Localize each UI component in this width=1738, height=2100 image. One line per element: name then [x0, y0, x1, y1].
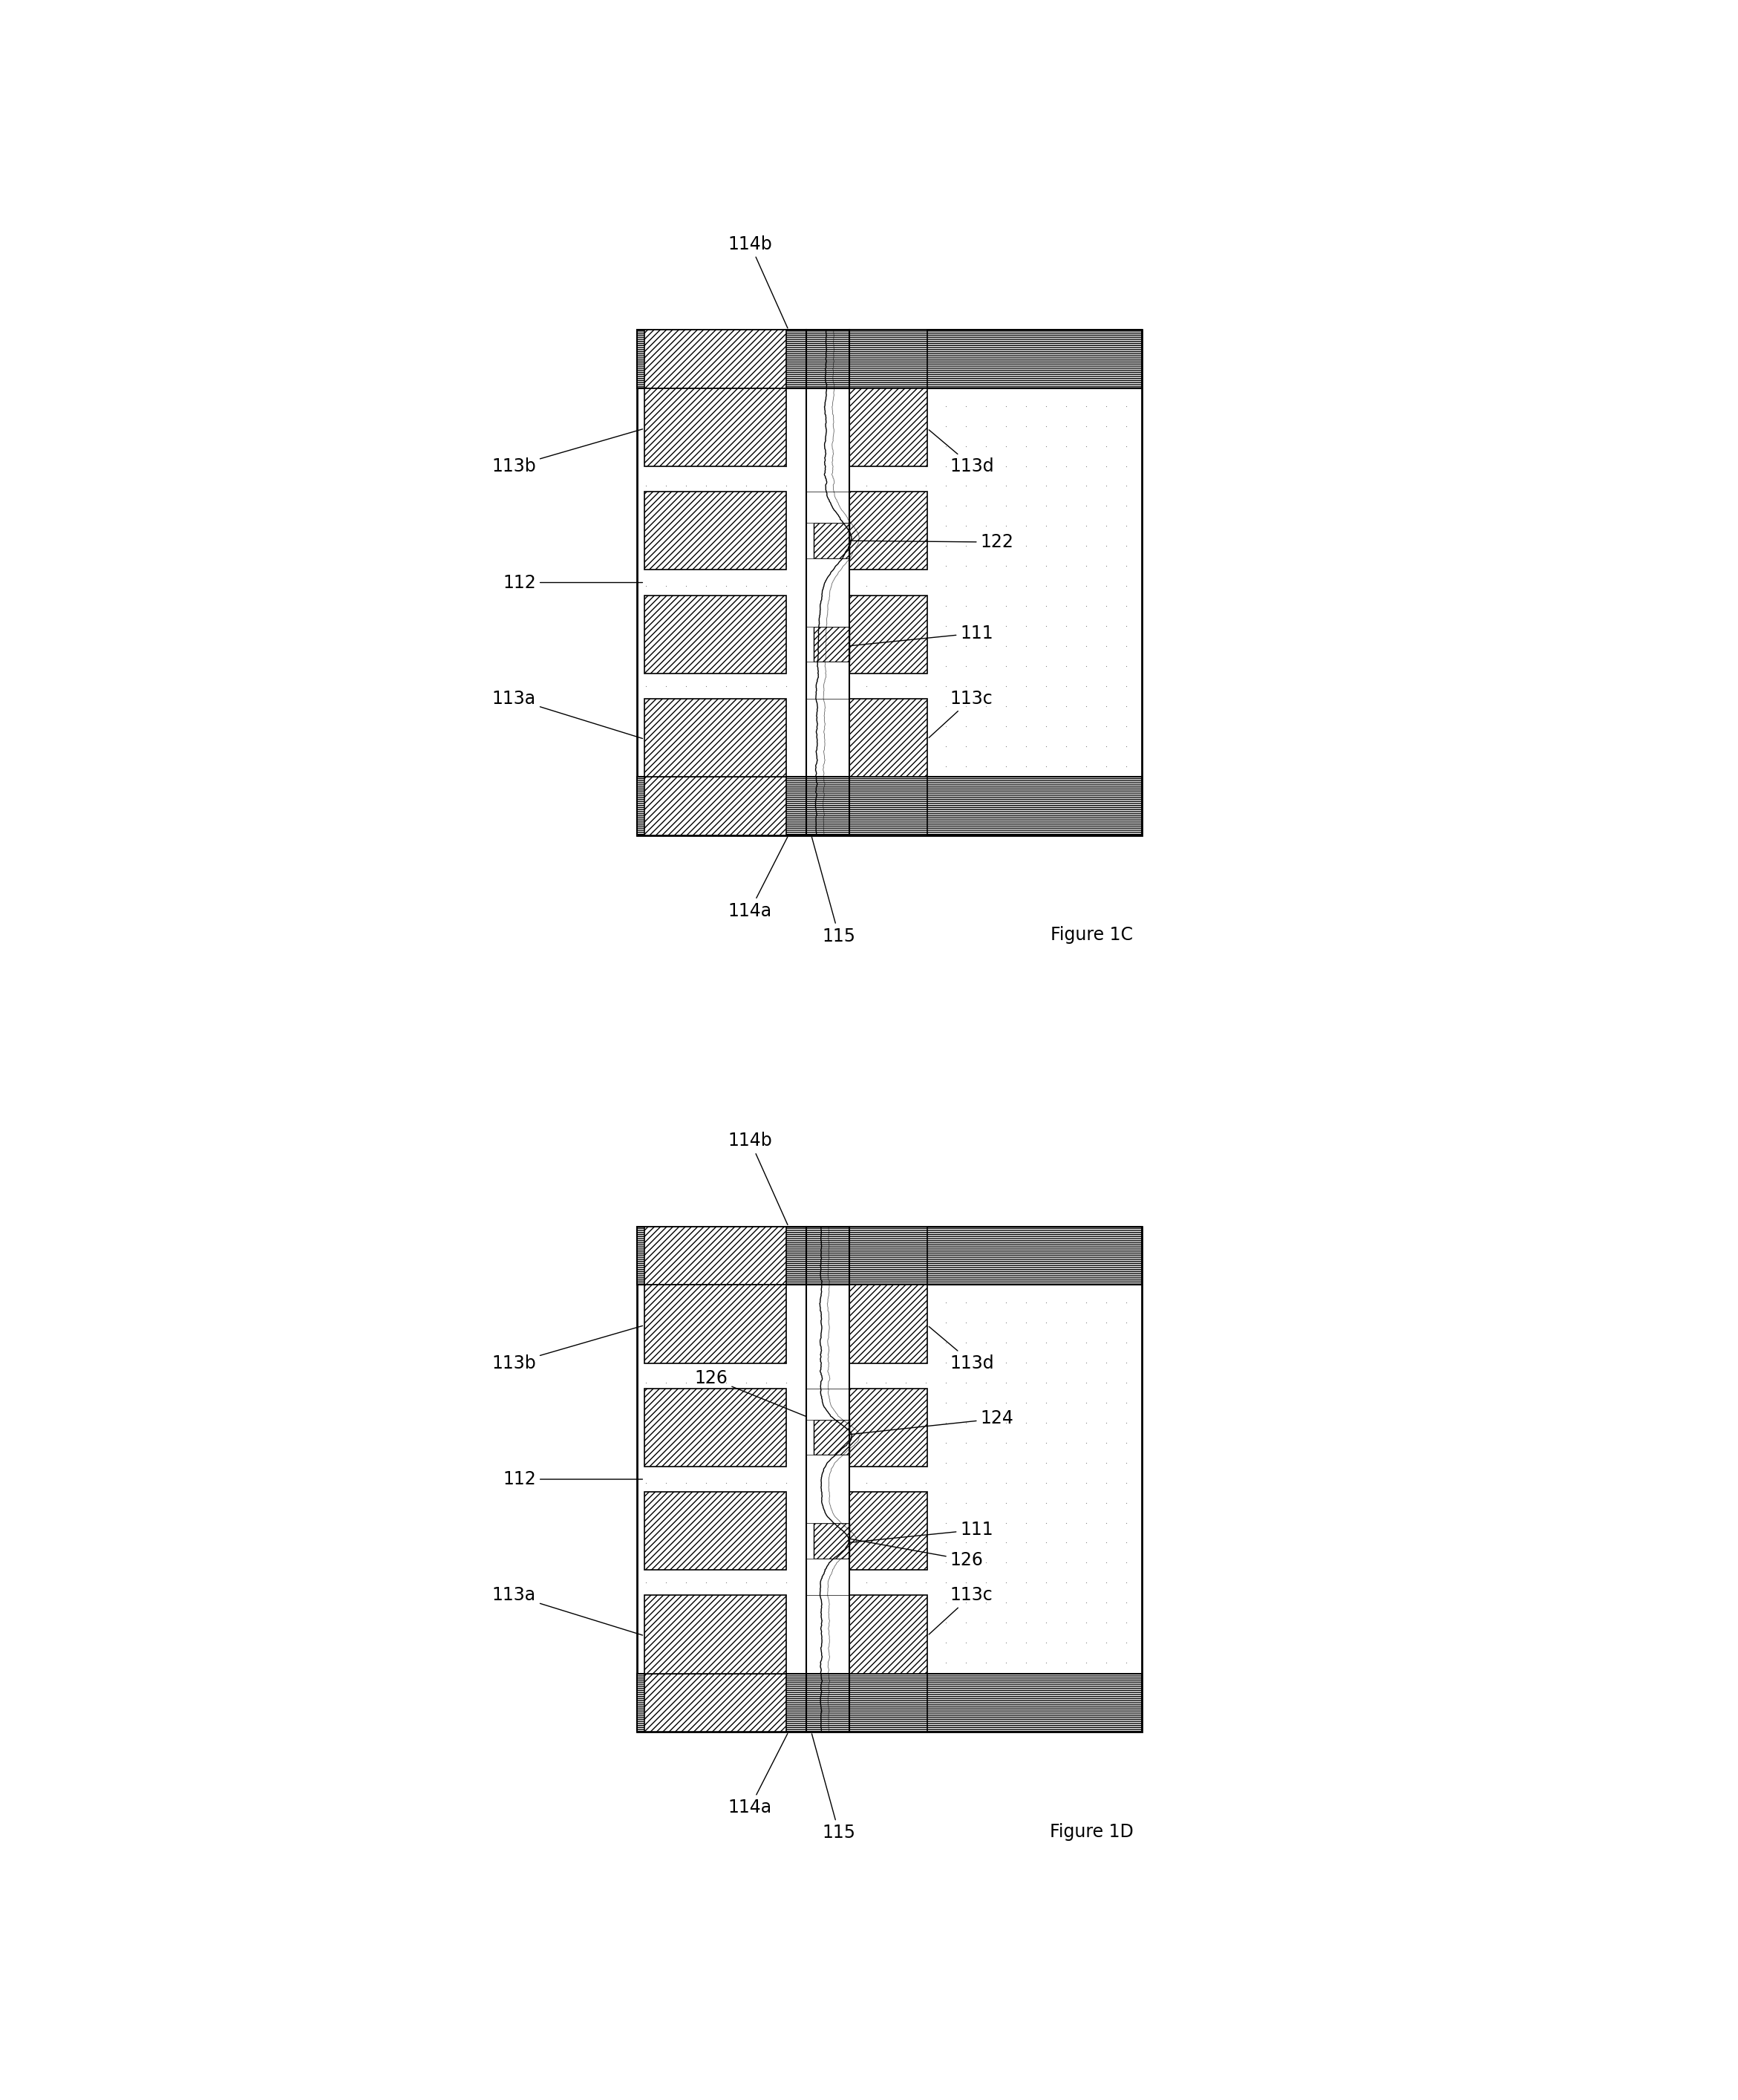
Text: 113c: 113c	[928, 689, 992, 737]
Bar	[645, 1674, 786, 1732]
Bar	[806, 1388, 850, 1420]
Text: 113c: 113c	[928, 1586, 992, 1634]
Text: 124: 124	[827, 1409, 1013, 1441]
Text: 126: 126	[848, 1539, 984, 1569]
Bar	[645, 1491, 786, 1571]
Bar	[645, 777, 786, 836]
Bar	[638, 1226, 1142, 1732]
Bar	[638, 1674, 1142, 1732]
Bar	[813, 1522, 850, 1558]
Text: 113d: 113d	[928, 430, 994, 475]
Text: 113b: 113b	[492, 1325, 643, 1371]
Text: 113a: 113a	[492, 689, 643, 739]
Bar	[806, 491, 850, 523]
Bar	[850, 777, 928, 836]
Text: 114b: 114b	[728, 235, 787, 328]
Text: Figure 1D: Figure 1D	[1050, 1823, 1133, 1840]
Text: 111: 111	[829, 1520, 994, 1546]
Bar	[806, 330, 850, 836]
Bar	[645, 1285, 786, 1363]
Bar	[638, 1226, 1142, 1285]
Bar	[645, 699, 786, 777]
Bar	[645, 1226, 786, 1285]
Text: 112: 112	[502, 573, 643, 592]
Bar	[813, 1420, 850, 1455]
Text: 115: 115	[812, 838, 855, 945]
Bar	[645, 1596, 786, 1674]
Bar	[645, 594, 786, 674]
Bar	[850, 1226, 928, 1285]
Bar	[645, 1388, 786, 1466]
Bar	[638, 330, 1142, 836]
Bar	[850, 699, 928, 777]
Bar	[850, 594, 928, 674]
Text: 113b: 113b	[492, 428, 643, 475]
Bar	[806, 1226, 850, 1732]
Bar	[645, 330, 786, 388]
Bar	[638, 777, 1142, 836]
Bar	[638, 330, 1142, 388]
Text: 115: 115	[812, 1735, 855, 1842]
Bar	[850, 1674, 928, 1732]
Text: 112: 112	[502, 1470, 643, 1489]
Bar	[806, 1455, 850, 1522]
Bar	[850, 1285, 928, 1363]
Bar	[850, 1596, 928, 1674]
Bar	[850, 1388, 928, 1466]
Text: 114a: 114a	[728, 1735, 787, 1816]
Bar	[806, 662, 850, 699]
Bar	[850, 388, 928, 466]
Text: 111: 111	[829, 624, 994, 649]
Text: 114a: 114a	[728, 838, 787, 920]
Bar	[813, 523, 850, 559]
Text: 122: 122	[827, 533, 1013, 550]
Bar	[645, 491, 786, 569]
Bar	[806, 1558, 850, 1596]
Bar	[813, 626, 850, 662]
Text: 126: 126	[695, 1369, 850, 1434]
Text: Figure 1C: Figure 1C	[1050, 926, 1133, 943]
Bar	[850, 491, 928, 569]
Text: 113a: 113a	[492, 1586, 643, 1636]
Bar	[645, 388, 786, 466]
Text: 113d: 113d	[928, 1327, 994, 1371]
Text: 114b: 114b	[728, 1132, 787, 1224]
Bar	[850, 1491, 928, 1571]
Bar	[806, 559, 850, 626]
Bar	[850, 330, 928, 388]
